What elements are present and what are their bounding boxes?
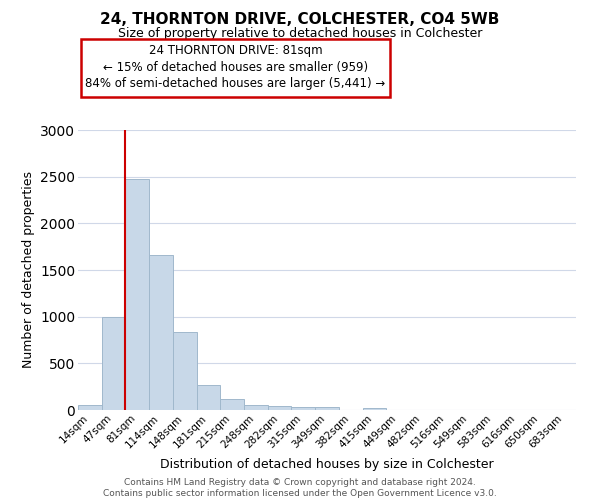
Bar bbox=[173, 332, 197, 410]
Text: 84% of semi-detached houses are larger (5,441) →: 84% of semi-detached houses are larger (… bbox=[85, 77, 386, 90]
X-axis label: Distribution of detached houses by size in Colchester: Distribution of detached houses by size … bbox=[160, 458, 494, 471]
Bar bbox=[315, 407, 339, 410]
Bar bbox=[102, 316, 125, 410]
Text: 24 THORNTON DRIVE: 81sqm: 24 THORNTON DRIVE: 81sqm bbox=[149, 44, 322, 57]
Bar bbox=[268, 406, 292, 410]
Bar bbox=[125, 178, 149, 410]
Bar bbox=[362, 408, 386, 410]
Bar bbox=[292, 407, 315, 410]
Bar bbox=[197, 385, 220, 410]
Text: Contains HM Land Registry data © Crown copyright and database right 2024.
Contai: Contains HM Land Registry data © Crown c… bbox=[103, 478, 497, 498]
Y-axis label: Number of detached properties: Number of detached properties bbox=[22, 172, 35, 368]
Bar bbox=[244, 406, 268, 410]
Text: 24, THORNTON DRIVE, COLCHESTER, CO4 5WB: 24, THORNTON DRIVE, COLCHESTER, CO4 5WB bbox=[100, 12, 500, 28]
Bar bbox=[78, 406, 102, 410]
Text: Size of property relative to detached houses in Colchester: Size of property relative to detached ho… bbox=[118, 28, 482, 40]
Bar bbox=[149, 255, 173, 410]
Text: ← 15% of detached houses are smaller (959): ← 15% of detached houses are smaller (95… bbox=[103, 60, 368, 74]
Bar bbox=[220, 399, 244, 410]
